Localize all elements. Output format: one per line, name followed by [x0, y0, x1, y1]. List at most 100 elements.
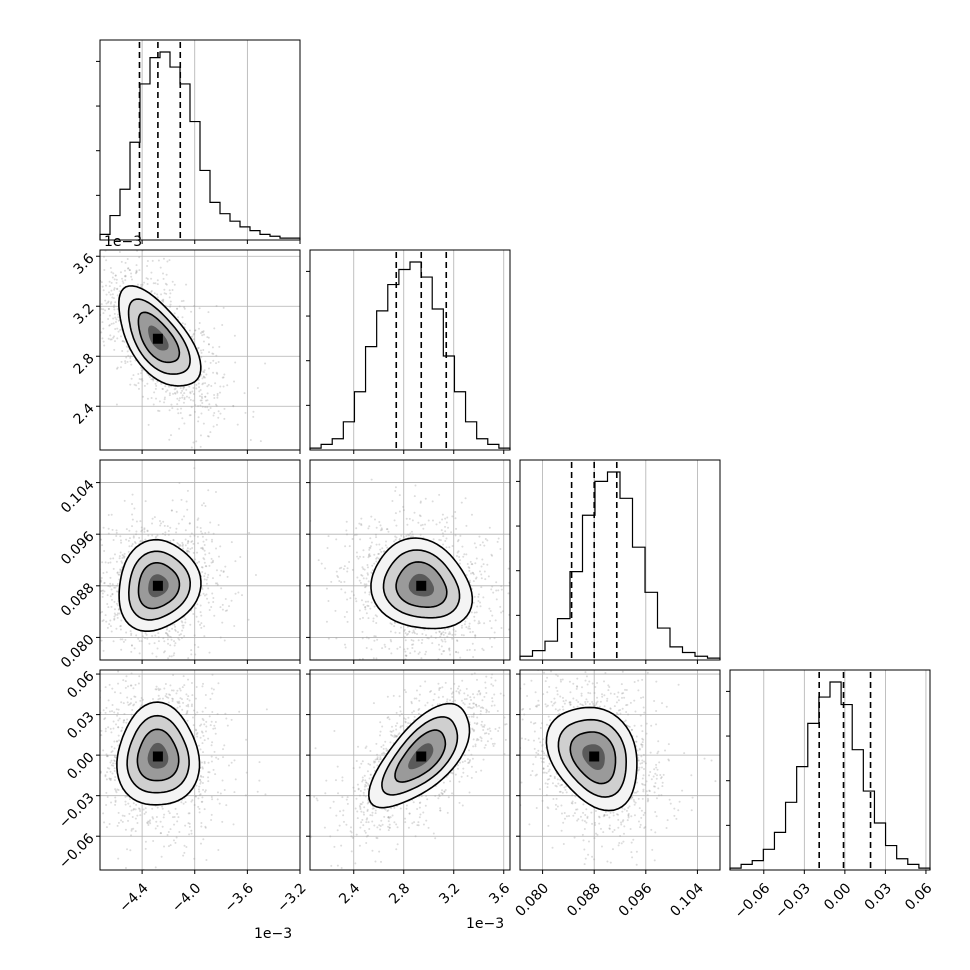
scatter-point [98, 612, 100, 614]
scatter-point [179, 667, 181, 669]
scatter-point [182, 387, 185, 390]
scatter-point [124, 279, 127, 282]
scatter-point [130, 377, 133, 380]
scatter-point [132, 535, 135, 538]
scatter-point [202, 502, 205, 505]
scatter-point [143, 530, 146, 533]
scatter-point [343, 615, 346, 618]
scatter-point [188, 396, 191, 399]
scatter-point [207, 367, 210, 370]
scatter-point [187, 539, 190, 542]
scatter-point [170, 403, 173, 406]
scatter-point [108, 314, 111, 317]
scatter-point [375, 557, 378, 560]
scatter-point [100, 639, 103, 642]
scatter-point [176, 408, 179, 411]
scatter-point [419, 515, 422, 518]
scatter-point [101, 610, 104, 613]
scatter-point [216, 396, 219, 399]
y-tick-label: 0.096 [58, 528, 98, 568]
scatter-point [173, 392, 176, 395]
scatter-point [185, 713, 188, 716]
scatter-point [181, 624, 184, 627]
scatter-point [379, 524, 382, 527]
scatter-point [113, 711, 116, 714]
scatter-point [203, 549, 206, 552]
scatter-point [188, 833, 191, 836]
scatter-point [190, 653, 193, 656]
scatter-point [207, 311, 210, 314]
scatter-point [156, 647, 159, 650]
scatter-point [132, 704, 135, 707]
scatter-point [184, 538, 187, 541]
scatter-point [76, 633, 78, 635]
scatter-point [375, 543, 378, 546]
scatter-point [517, 604, 519, 606]
scatter-point [159, 266, 162, 269]
scatter-point [490, 645, 493, 648]
scatter-point [197, 378, 200, 381]
scatter-point [470, 513, 473, 516]
scatter-point [386, 546, 389, 549]
scatter-point [394, 631, 397, 634]
scatter-point [431, 642, 434, 645]
scatter-point [118, 573, 121, 576]
scatter-point [408, 630, 411, 633]
density-peak [416, 580, 427, 591]
scatter-point [113, 312, 116, 315]
scatter-point [408, 517, 411, 520]
scatter-point [451, 633, 454, 636]
scatter-point [169, 292, 172, 295]
scatter-point [124, 867, 127, 870]
scatter-point [412, 643, 415, 646]
scatter-point [200, 530, 203, 533]
scatter-point [211, 741, 214, 744]
scatter-point [437, 643, 440, 646]
scatter-point [126, 848, 129, 851]
scatter-point [170, 509, 173, 512]
scatter-point [120, 648, 123, 651]
scatter-point [143, 527, 146, 530]
scatter-point [180, 498, 183, 501]
scatter-point [124, 261, 127, 264]
scatter-point [116, 740, 119, 743]
scatter-point [93, 544, 95, 546]
scatter-point [363, 583, 366, 586]
scatter-point [222, 570, 225, 573]
scatter-point [95, 630, 97, 632]
scatter-point [91, 746, 93, 748]
scatter-point [69, 621, 71, 623]
scatter-point [384, 645, 387, 648]
scatter-point [116, 788, 119, 791]
scatter-point [380, 527, 383, 530]
scatter-point [180, 620, 183, 623]
scatter-point [183, 307, 186, 310]
scatter-point [104, 561, 107, 564]
scatter-point [210, 663, 212, 665]
scatter-point [352, 594, 355, 597]
scatter-point [182, 547, 185, 550]
scatter-point [474, 636, 477, 639]
scatter-point [470, 563, 473, 566]
scatter-point [228, 605, 231, 608]
scatter-point [373, 605, 376, 608]
scatter-point [424, 661, 426, 663]
scatter-point [123, 712, 126, 715]
scatter-point [446, 667, 448, 669]
scatter-point [202, 330, 205, 333]
scatter-point [128, 703, 131, 706]
scatter-point [199, 332, 202, 335]
scatter-point [208, 403, 211, 406]
scatter-point [177, 542, 180, 545]
scatter-point [141, 395, 144, 398]
scatter-point [418, 514, 421, 517]
scatter-point [118, 555, 121, 558]
scatter-point [186, 547, 189, 550]
scatter-point [194, 653, 197, 656]
scatter-point [106, 626, 109, 629]
scatter-point [163, 524, 166, 527]
scatter-point [327, 535, 330, 538]
scatter-point [525, 552, 527, 554]
scatter-point [187, 703, 190, 706]
scatter-point [130, 634, 133, 637]
